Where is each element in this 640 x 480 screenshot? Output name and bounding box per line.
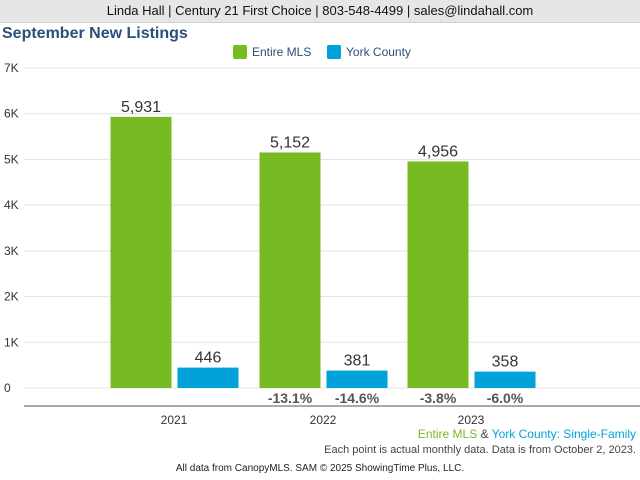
x-tick-label: 2021 xyxy=(161,413,188,427)
change-label: -14.6% xyxy=(335,390,380,406)
chart-legend: Entire MLS York County xyxy=(0,45,640,63)
series-footnote: Entire MLS & York County: Single-Family xyxy=(418,427,636,441)
data-label: 4,956 xyxy=(418,143,458,160)
legend-item-york-county[interactable]: York County xyxy=(327,45,411,59)
footnote-ampersand: & xyxy=(477,427,492,441)
y-tick-label: 5K xyxy=(4,152,19,166)
contact-header: Linda Hall | Century 21 First Choice | 8… xyxy=(0,0,640,23)
x-tick-label: 2023 xyxy=(458,413,485,427)
data-label: 381 xyxy=(344,353,371,370)
legend-label-york-county: York County xyxy=(346,45,411,59)
legend-swatch-york-county xyxy=(327,45,341,59)
data-label: 358 xyxy=(492,354,519,371)
x-tick-label: 2022 xyxy=(310,413,337,427)
y-tick-label: 0 xyxy=(4,381,11,395)
bar-entire-mls-2021 xyxy=(110,116,172,389)
footnote-suffix: : Single-Family xyxy=(556,427,636,441)
y-tick-label: 2K xyxy=(4,290,19,304)
legend-item-entire-mls[interactable]: Entire MLS xyxy=(233,45,311,59)
legend-swatch-entire-mls xyxy=(233,45,247,59)
bar-york-county-2023 xyxy=(474,371,536,388)
data-label: 5,931 xyxy=(121,99,161,116)
chart-title: September New Listings xyxy=(2,25,188,42)
data-label: 5,152 xyxy=(270,134,310,151)
legend-label-entire-mls: Entire MLS xyxy=(252,45,312,59)
data-label: 446 xyxy=(195,350,222,367)
bar-entire-mls-2022 xyxy=(259,152,321,388)
y-tick-label: 1K xyxy=(4,335,19,349)
source-note: All data from CanopyMLS. SAM © 2025 Show… xyxy=(175,463,465,474)
bar-york-county-2022 xyxy=(326,370,388,388)
change-label: -3.8% xyxy=(420,390,457,406)
footnote-york-county: York County xyxy=(491,427,557,441)
data-note: Each point is actual monthly data. Data … xyxy=(324,444,636,456)
change-label: -13.1% xyxy=(268,390,313,406)
footnote-entire-mls: Entire MLS xyxy=(417,427,478,441)
change-label: -6.0% xyxy=(487,390,524,406)
bar-york-county-2021 xyxy=(177,367,239,388)
y-tick-label: 6K xyxy=(4,107,19,121)
bar-entire-mls-2023 xyxy=(407,161,469,388)
y-tick-label: 4K xyxy=(4,198,19,212)
y-tick-label: 7K xyxy=(4,61,19,75)
y-tick-label: 3K xyxy=(4,244,19,258)
